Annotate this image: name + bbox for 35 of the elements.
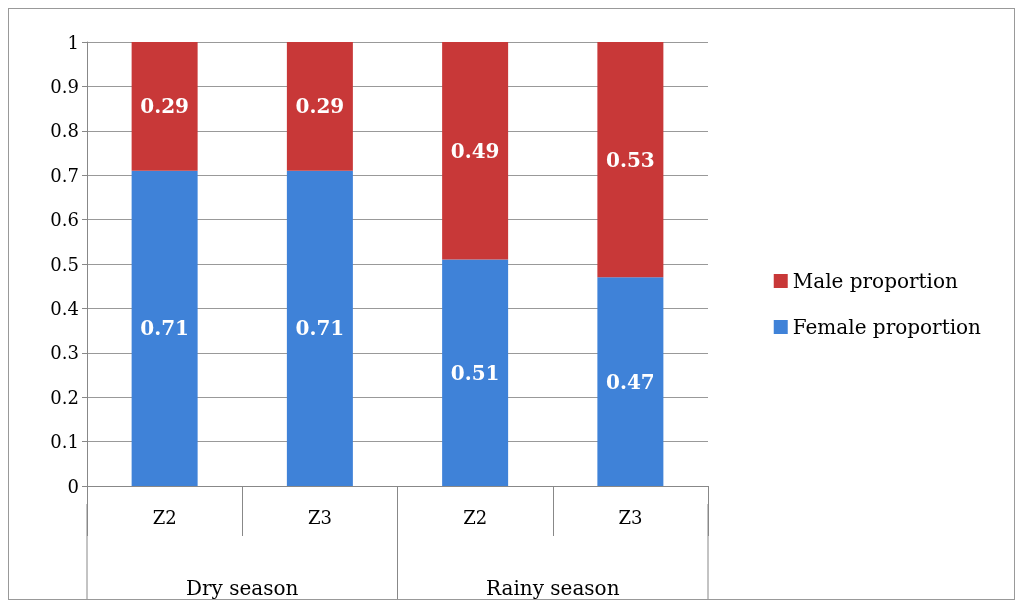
x-tick-label: Z3 [307,506,332,528]
data-label: 0.71 [140,316,189,341]
y-tick-label: 0.7 [50,164,79,186]
y-tick-label: 1 [67,31,79,53]
y-tick-label: 0 [67,475,79,497]
legend-label: Male proportion [792,269,959,293]
bar [286,170,353,486]
text: Dry season [186,576,299,600]
data-label: 0.49 [450,138,500,163]
y-tick-label: 0.8 [50,120,79,142]
data-label: 0.71 [295,316,345,341]
data-label: 0.53 [606,147,655,172]
legend-label: Female proportion [792,315,982,339]
data-label: 0.29 [140,94,189,119]
data-label: 0.51 [450,360,500,385]
bar [131,170,198,486]
y-tick-label: 0.2 [50,386,79,408]
y-tick-label: 0.1 [50,431,79,453]
bar [442,42,509,260]
x-tick-label: Z2 [152,506,177,528]
bar [597,277,664,486]
data-label: 0.47 [606,369,655,394]
y-tick-label: 0.5 [50,253,79,275]
bar [442,259,509,486]
y-tick-label: 0.4 [50,297,79,319]
x-tick-label: Z3 [618,506,643,528]
data-label: 0.29 [295,94,345,119]
y-tick-label: 0.3 [50,342,79,364]
y-tick-label: 0.6 [50,209,79,231]
y-tick-label: 0.9 [50,75,79,97]
bar [597,42,664,278]
text: Rainy season [485,576,620,600]
x-tick-label: Z2 [463,506,488,528]
bar [286,42,353,171]
bar [131,42,198,171]
